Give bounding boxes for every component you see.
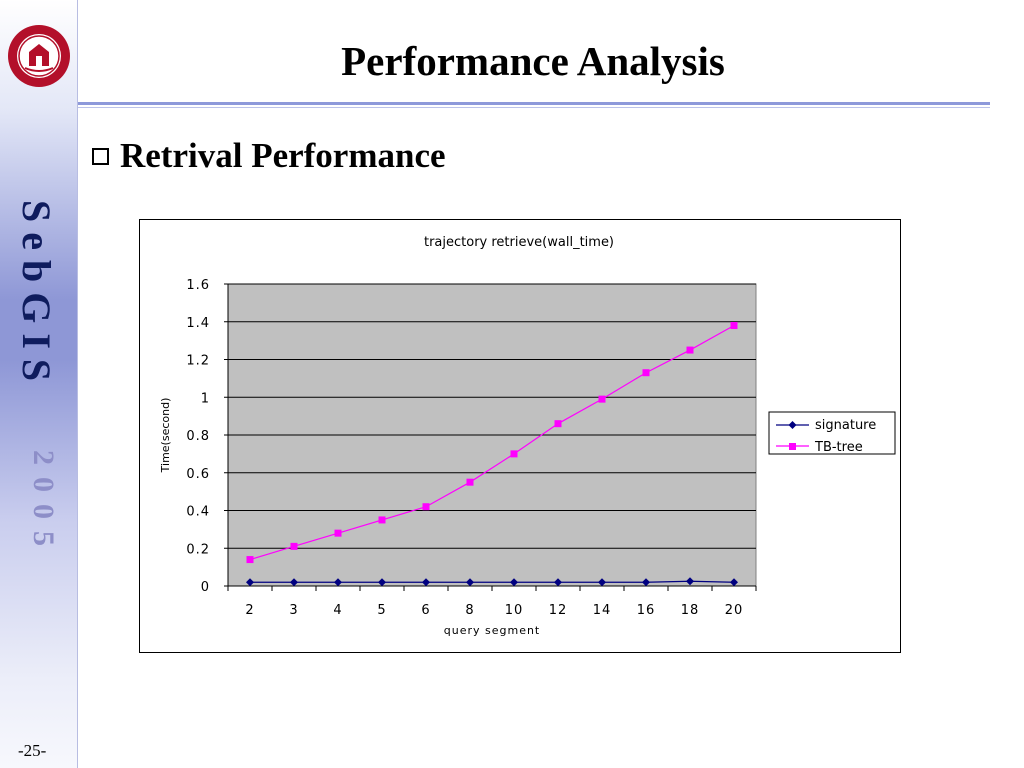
page-number: -25- [18, 741, 47, 760]
x-axis-ticks: 2 3 4 5 6 8 10 12 14 16 18 20 [227, 585, 757, 618]
data-point-signature [290, 578, 298, 587]
bullet-item: Retrival Performance [92, 136, 446, 176]
data-point-tb-tree [642, 369, 650, 377]
series-line-signature [250, 580, 735, 583]
y-axis-ticks: 0 0.2 0.4 0.6 0.8 1 1.2 1.4 1.6 [186, 278, 229, 595]
x-tick-label: 2 [245, 603, 254, 618]
data-point-tb-tree [466, 478, 474, 486]
legend-tb-tree-label: TB-tree [814, 440, 863, 455]
x-axis-label: query segment [444, 624, 541, 637]
data-point-signature [378, 578, 386, 587]
data-point-tb-tree [598, 395, 606, 403]
legend: signature TB-tree [768, 411, 896, 455]
y-axis-label: Time(second) [159, 398, 172, 474]
y-tick-label: 0.8 [186, 429, 210, 444]
hollow-square-bullet-icon [92, 147, 109, 165]
x-tick-label: 5 [377, 603, 386, 618]
university-seal-icon [8, 25, 70, 87]
y-tick-label: 0.2 [186, 542, 210, 557]
data-point-signature [334, 578, 342, 587]
slide-title: Performance Analysis [341, 38, 725, 84]
legend-tb-tree-marker [789, 443, 796, 450]
data-point-tb-tree [378, 516, 386, 524]
data-point-signature [246, 578, 254, 587]
title-divider-thin [78, 107, 990, 108]
data-point-signature [554, 578, 562, 587]
data-point-signature [510, 578, 518, 587]
y-tick-label: 0.6 [186, 467, 210, 482]
series-layer [246, 322, 738, 587]
data-point-tb-tree [422, 503, 430, 511]
y-tick-label: 1.6 [186, 278, 210, 293]
data-point-tb-tree [554, 420, 562, 428]
data-point-signature [642, 578, 650, 587]
x-tick-label: 4 [333, 603, 342, 618]
title-divider [78, 102, 990, 105]
y-tick-label: 1.4 [186, 316, 210, 331]
x-tick-label: 6 [421, 603, 430, 618]
data-point-tb-tree [730, 322, 738, 330]
sidebar-year: 2005 [27, 450, 60, 558]
chart-title: trajectory retrieve(wall_time) [424, 235, 614, 250]
data-point-signature [598, 578, 606, 587]
data-point-signature [686, 577, 694, 586]
data-point-signature [730, 578, 738, 587]
x-tick-label: 10 [505, 603, 524, 618]
x-tick-label: 8 [465, 603, 474, 618]
data-point-tb-tree [510, 450, 518, 458]
x-tick-label: 14 [593, 603, 612, 618]
y-tick-label: 0.4 [186, 505, 210, 520]
y-tick-label: 0 [201, 580, 210, 595]
chart-container: trajectory retrieve(wall_time) 0 0.2 0.4 0.… [139, 219, 901, 653]
data-point-tb-tree [246, 556, 254, 564]
gridlines [228, 283, 756, 549]
y-tick-label: 1 [201, 391, 210, 406]
x-tick-label: 3 [289, 603, 298, 618]
x-tick-label: 16 [637, 603, 656, 618]
legend-signature-label: signature [815, 418, 876, 433]
x-tick-label: 12 [549, 603, 568, 618]
sidebar-title: SebGIS [14, 200, 59, 392]
x-tick-label: 20 [725, 603, 744, 618]
series-line-tb-tree [249, 325, 735, 561]
x-tick-label: 18 [681, 603, 700, 618]
data-point-signature [466, 578, 474, 587]
section-heading: Retrival Performance [120, 136, 446, 175]
line-chart: trajectory retrieve(wall_time) 0 0.2 0.4 0.… [139, 219, 901, 653]
legend-signature-marker [788, 421, 797, 429]
sidebar: SebGIS 2005 -25- [0, 0, 78, 768]
y-tick-label: 1.2 [186, 354, 210, 369]
data-point-signature [422, 578, 430, 587]
data-point-tb-tree [290, 542, 298, 550]
data-point-tb-tree [334, 529, 342, 537]
data-point-tb-tree [686, 346, 694, 354]
